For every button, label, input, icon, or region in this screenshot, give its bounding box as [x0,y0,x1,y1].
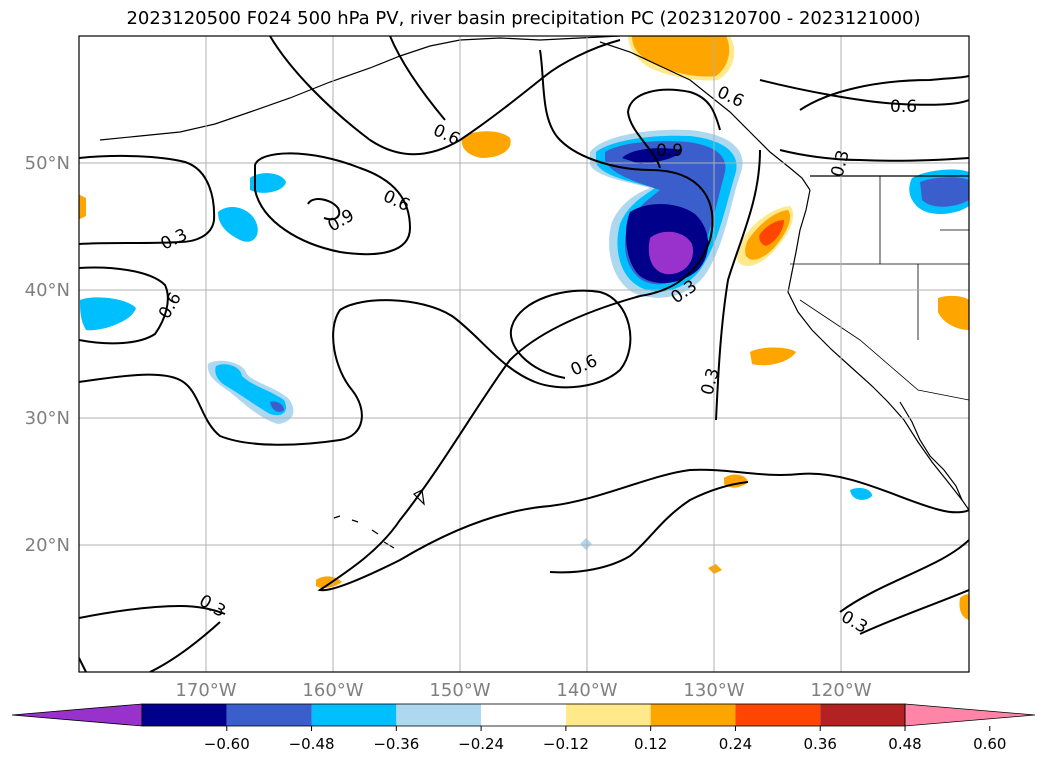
lat-labels: 50°N 40°N 30°N 20°N [25,153,70,556]
colorbar-box [481,704,566,726]
lon-label-140w: 140°W [556,680,617,701]
lon-label-120w: 120°W [810,680,871,701]
colorbar-tick-label: 0.60 [973,735,1006,753]
lon-label-150w: 150°W [429,680,490,701]
colorbar-box [142,704,227,726]
contour-label: 0.6 [890,97,917,117]
lon-label-160w: 160°W [302,680,363,701]
colorbar-tick-label: −0.60 [204,735,250,753]
lat-label-30n: 30°N [25,408,70,429]
colorbar-box [312,704,397,726]
colorbar-box [820,704,905,726]
colorbar-tick-label: 0.24 [719,735,752,753]
lon-labels: 170°W 160°W 150°W 140°W 130°W 120°W [175,680,871,701]
lat-label-50n: 50°N [25,153,70,174]
negative-patch-8 [920,177,969,207]
colorbar-tick-label: −0.12 [543,735,589,753]
colorbar-tick-label: −0.36 [373,735,419,753]
colorbar-tick-label: −0.48 [289,735,335,753]
map-area [79,36,969,672]
colorbar-box [227,704,312,726]
colorbar-box [396,704,481,726]
contour-label: 0.9 [656,141,683,161]
lon-label-130w: 130°W [683,680,744,701]
colorbar-box [735,704,820,726]
colorbar-tick-label: 0.36 [804,735,837,753]
colorbar-extend-min [12,704,142,726]
colorbar-extend-max [905,704,1035,726]
colorbar-tick-label: 0.48 [888,735,921,753]
colorbar-tick-label: −0.24 [458,735,504,753]
colorbar-tick-label: 0.12 [634,735,667,753]
lat-label-20n: 20°N [25,535,70,556]
lon-label-170w: 170°W [175,680,236,701]
colorbar: −0.60 −0.48 −0.36 −0.24 −0.12 0.12 0.24 0.36 0.4… [12,704,1035,753]
lat-label-40n: 40°N [25,280,70,301]
colorbar-box [651,704,736,726]
colorbar-box [566,704,651,726]
